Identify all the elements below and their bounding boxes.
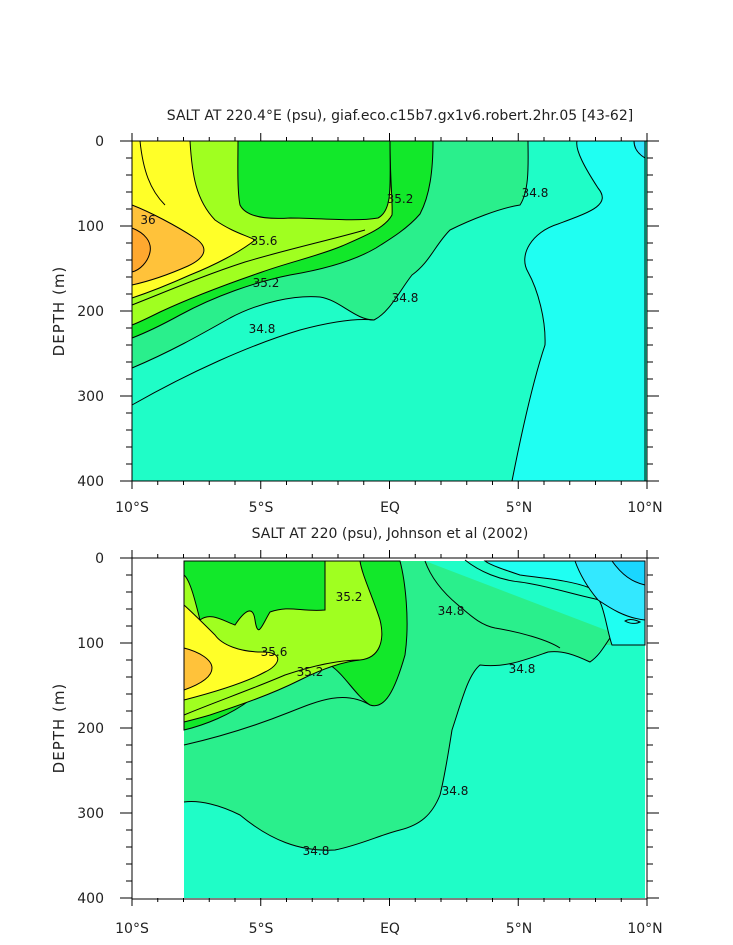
x-tick-label: 5°S bbox=[249, 921, 274, 937]
contour-label: 34.8 bbox=[303, 844, 330, 858]
contour-label: 35.6 bbox=[251, 234, 278, 248]
x-tick-label: 5°N bbox=[506, 921, 532, 937]
y-axis-label: DEPTH (m) bbox=[50, 266, 68, 357]
contour-label: 35.2 bbox=[253, 276, 280, 290]
x-tick-label: EQ bbox=[380, 500, 400, 516]
panel-observations-ticks bbox=[120, 550, 659, 906]
contour-label: 35.2 bbox=[387, 192, 414, 206]
y-tick-label: 0 bbox=[95, 134, 104, 150]
x-tick-label: EQ bbox=[380, 921, 400, 937]
contour-line-36-a bbox=[139, 140, 166, 206]
fill-34-6-to-34-8 bbox=[184, 561, 645, 898]
y-tick-label: 400 bbox=[77, 891, 104, 907]
contour-label: 36 bbox=[140, 213, 155, 227]
fill-gt-36 bbox=[131, 204, 205, 286]
contour-label: 34.8 bbox=[438, 604, 465, 618]
panel-model-contour-labels: 36 35.6 35.2 34.8 35.2 34.8 34.8 bbox=[140, 186, 548, 336]
contour-line-35-4 bbox=[183, 659, 361, 716]
contour-label: 34.8 bbox=[392, 291, 419, 305]
contour-line-34-8-deep bbox=[131, 319, 375, 406]
contour-label: 34.8 bbox=[522, 186, 549, 200]
contour-line-34-8-upper bbox=[424, 560, 561, 649]
x-tick-label: 10°S bbox=[115, 500, 149, 516]
contour-label: 34.8 bbox=[249, 322, 276, 336]
contour-label: 35.2 bbox=[297, 665, 324, 679]
x-tick-label: 10°N bbox=[627, 500, 662, 516]
contour-label: 34.8 bbox=[509, 662, 536, 676]
contour-label: 35.6 bbox=[261, 645, 288, 659]
fill-35-2-core bbox=[237, 140, 391, 221]
x-tick-label: 10°S bbox=[115, 921, 149, 937]
y-tick-label: 300 bbox=[77, 806, 104, 822]
contour-line-35-0 bbox=[183, 697, 371, 746]
y-tick-label: 100 bbox=[77, 636, 104, 652]
panel-observations-title: SALT AT 220 (psu), Johnson et al (2002) bbox=[252, 526, 529, 542]
panel-observations-contour-labels: 35.6 35.2 35.2 34.8 34.8 34.8 34.8 bbox=[261, 590, 536, 858]
x-tick-label: 5°N bbox=[506, 500, 532, 516]
contour-label: 35.2 bbox=[336, 590, 363, 604]
panel-model-ticks bbox=[120, 133, 659, 489]
y-tick-label: 200 bbox=[77, 721, 104, 737]
x-tick-label: 5°S bbox=[249, 500, 274, 516]
y-tick-label: 300 bbox=[77, 389, 104, 405]
x-tick-label: 10°N bbox=[627, 921, 662, 937]
panel-model-fills bbox=[131, 140, 647, 482]
y-tick-label: 100 bbox=[77, 219, 104, 235]
panel-observations: SALT AT 220 (psu), Johnson et al (2002) bbox=[50, 526, 663, 937]
fill-min bbox=[611, 560, 646, 586]
fill-35-2-core bbox=[183, 560, 326, 631]
panel-observations-fills bbox=[183, 559, 646, 898]
contour-line-35-4 bbox=[131, 229, 366, 306]
panel-model-title: SALT AT 220.4°E (psu), giaf.eco.c15b7.gx… bbox=[167, 108, 633, 124]
contour-label: 34.8 bbox=[442, 784, 469, 798]
y-tick-label: 400 bbox=[77, 474, 104, 490]
fill-gt-36 bbox=[183, 647, 213, 691]
fill-core-max bbox=[131, 227, 151, 273]
fill-lowest bbox=[633, 140, 646, 159]
y-axis-label: DEPTH (m) bbox=[50, 683, 68, 774]
fill-small-eddy bbox=[624, 618, 642, 624]
fill-lt-34-6 bbox=[511, 140, 646, 482]
panel-model: SALT AT 220.4°E (psu), giaf.eco.c15b7.gx… bbox=[50, 108, 663, 516]
y-tick-label: 200 bbox=[77, 304, 104, 320]
y-tick-label: 0 bbox=[95, 551, 104, 567]
